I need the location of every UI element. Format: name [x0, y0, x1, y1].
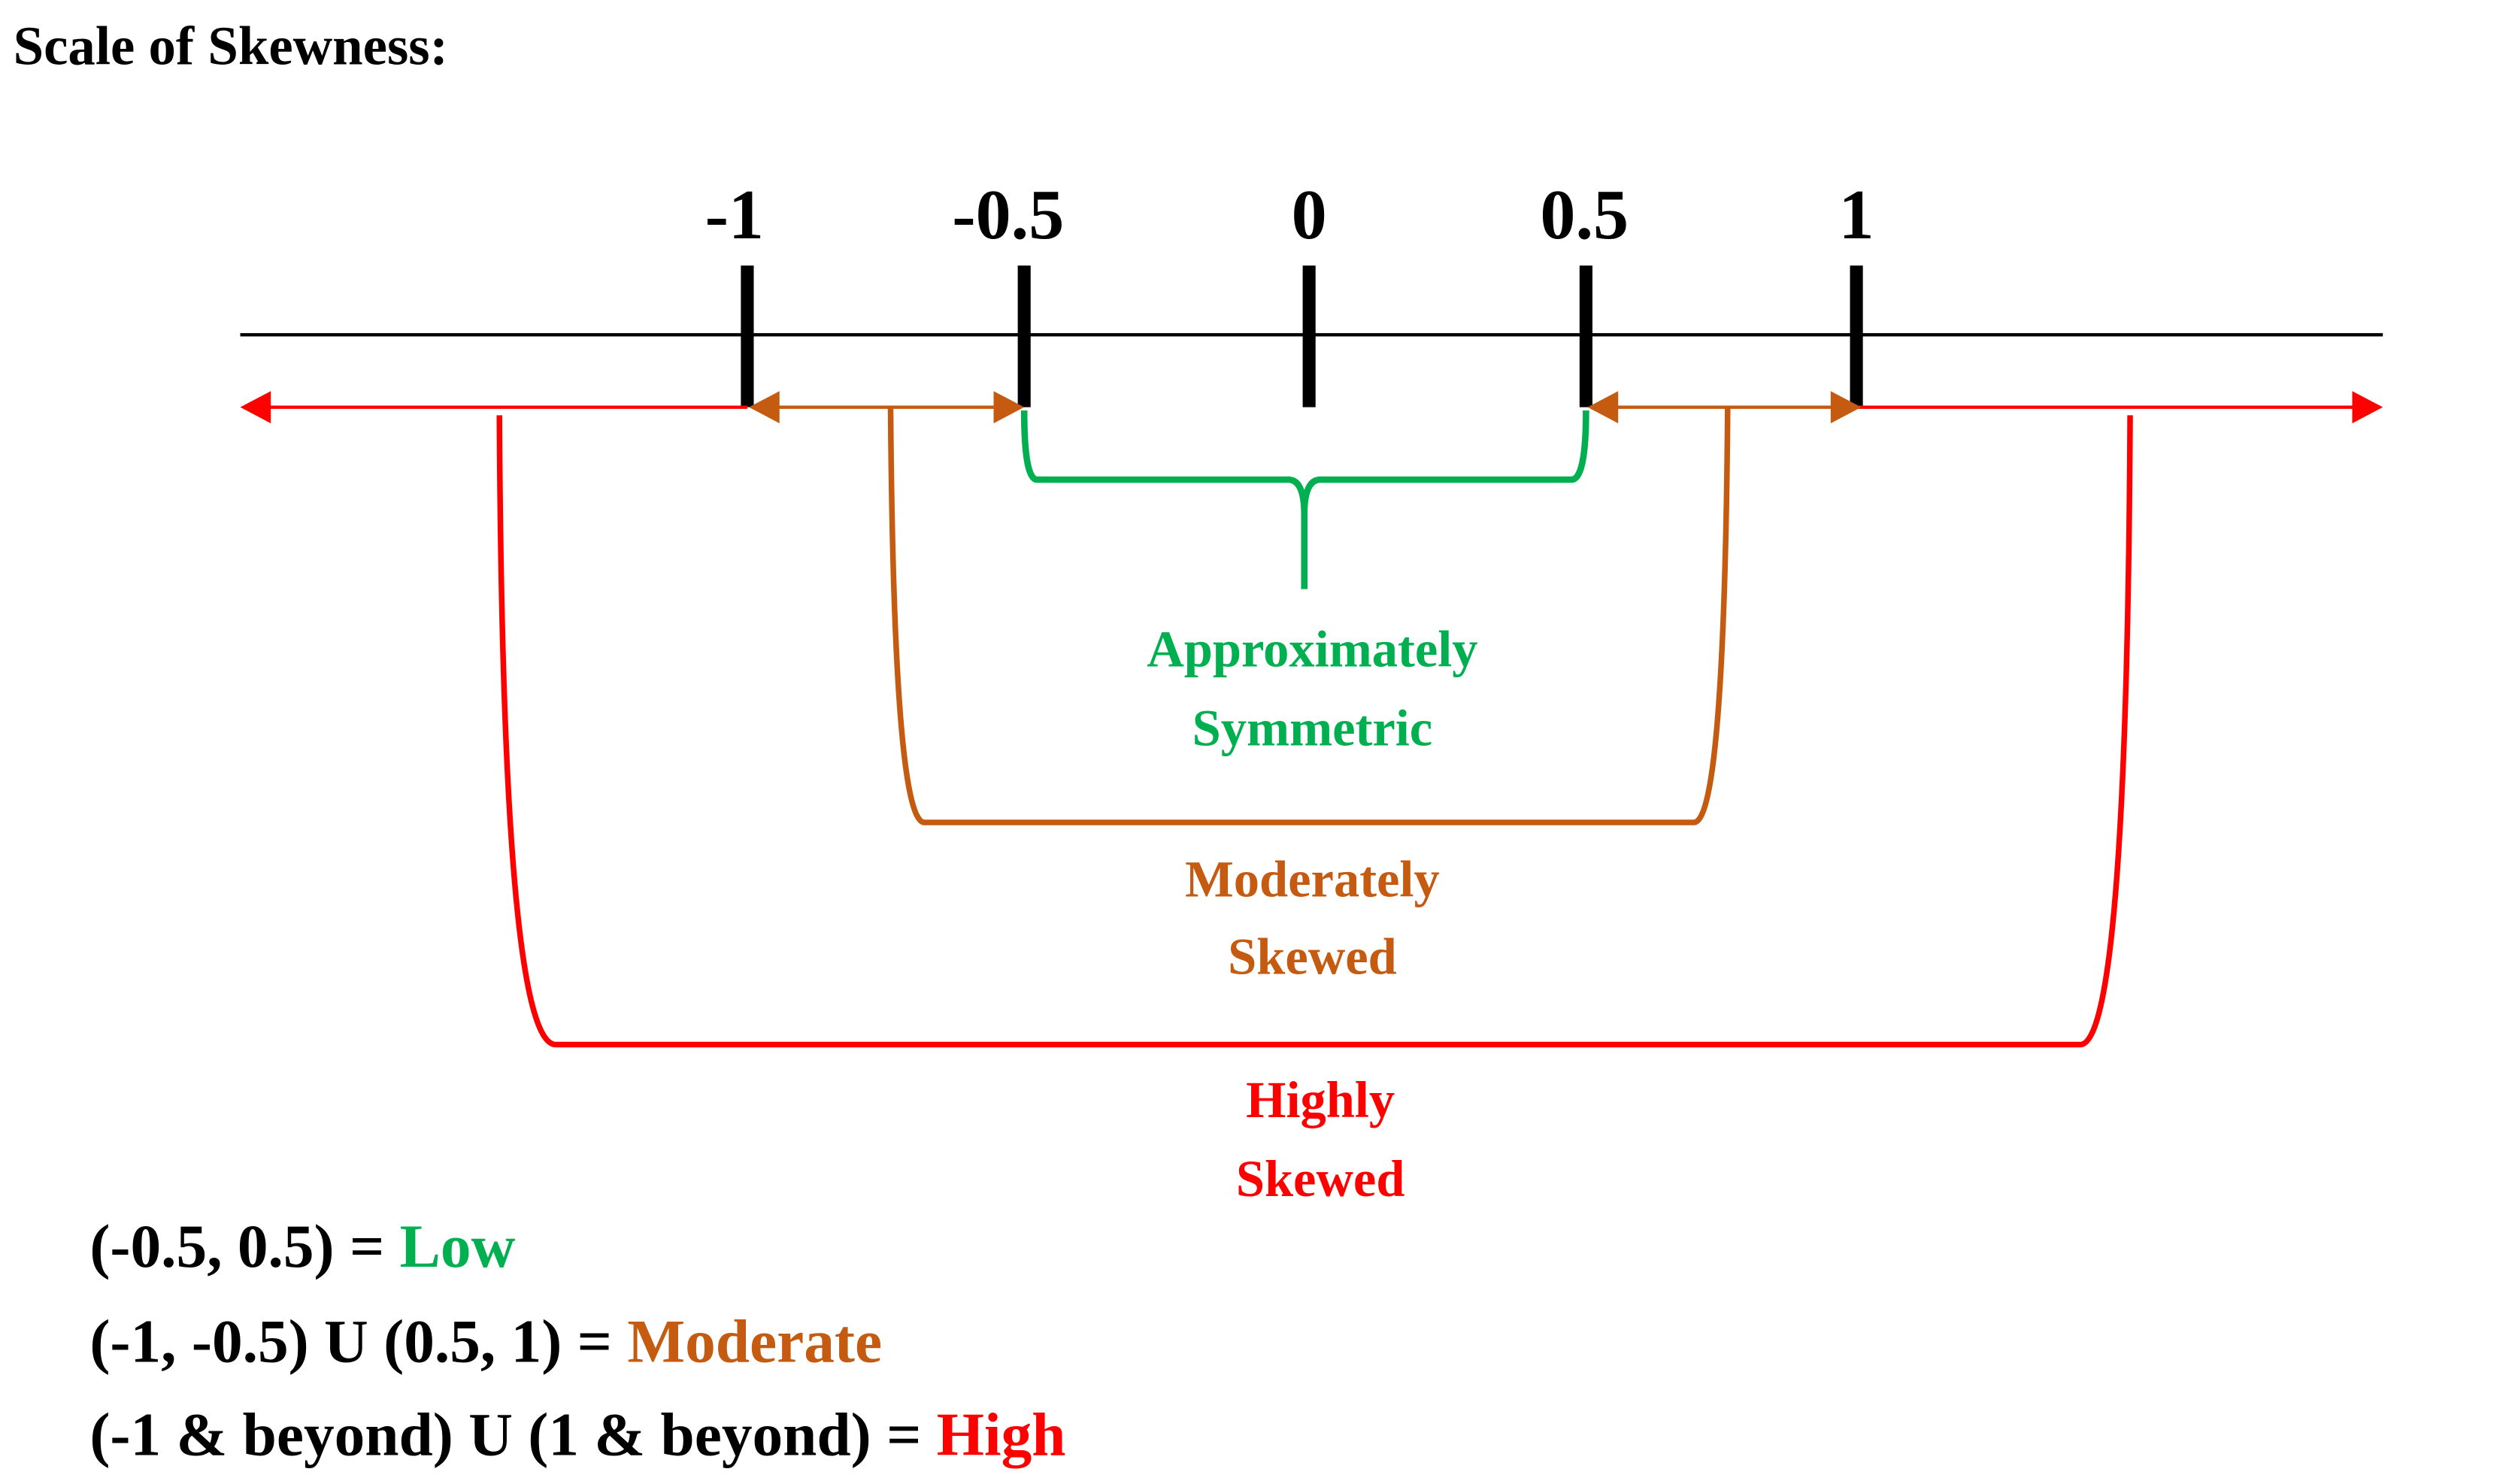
moderate-label-line2: Skewed: [1228, 928, 1397, 985]
legend-level-low: Low: [400, 1213, 516, 1280]
high-label-line2: Skewed: [1236, 1150, 1405, 1207]
moderate-bracket: [887, 407, 1731, 825]
high-label-line1: Highly: [1246, 1071, 1395, 1128]
arrowhead-right-icon: [993, 391, 1025, 424]
low-label-line2: Symmetric: [1192, 699, 1433, 756]
diagram-title: Scale of Skewness:: [14, 16, 448, 77]
arrowhead-right-icon: [2352, 391, 2383, 424]
range-arrows: [240, 391, 2383, 424]
arrowhead-left-icon: [240, 391, 271, 424]
legend-range: (-1 & beyond) U (1 & beyond) =: [89, 1401, 936, 1468]
tick-label: -0.5: [952, 176, 1064, 254]
arrowhead-right-icon: [1830, 391, 1862, 424]
high-bracket: [496, 415, 2133, 1048]
tick-label: 0: [1292, 176, 1327, 254]
legend-range: (-1, -0.5) U (0.5, 1) =: [89, 1307, 627, 1375]
low-label-line1: Approximately: [1147, 620, 1477, 677]
tick-label: -1: [705, 176, 764, 254]
moderate-label-line1: Moderately: [1185, 851, 1440, 908]
legend-level-high: High: [937, 1401, 1066, 1468]
legend-range: (-0.5, 0.5) =: [89, 1213, 399, 1280]
tick-label: 1: [1839, 176, 1874, 254]
legend-low: (-0.5, 0.5) = Low: [14, 1213, 562, 1280]
arrowhead-left-icon: [1587, 391, 1619, 424]
legend-level-moderate: Moderate: [627, 1307, 882, 1375]
legend-moderate: (-1, -0.5) U (0.5, 1) = Moderate: [14, 1307, 928, 1375]
ticks: [741, 265, 1863, 407]
legend-high: (-1 & beyond) U (1 & beyond) = High: [14, 1401, 1112, 1468]
tick-label: 0.5: [1540, 176, 1629, 254]
low-bracket: [1020, 410, 1589, 589]
arrowhead-left-icon: [749, 391, 780, 424]
